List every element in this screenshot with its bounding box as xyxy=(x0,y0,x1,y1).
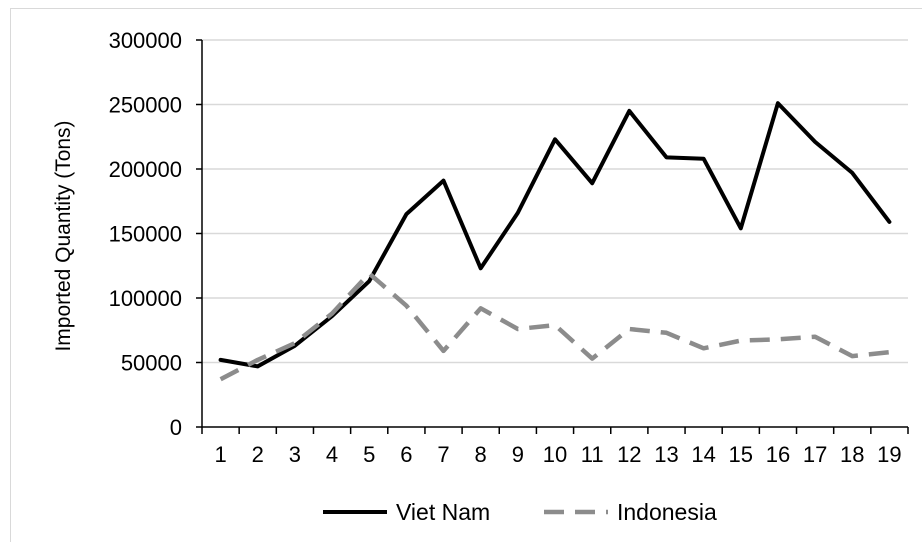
y-tick-label: 50000 xyxy=(121,351,182,376)
x-tick-label: 14 xyxy=(691,442,715,467)
legend-label-indonesia: Indonesia xyxy=(617,499,717,525)
x-tick-label: 18 xyxy=(840,442,864,467)
x-tick-label: 15 xyxy=(729,442,753,467)
y-axis-title: Imported Quantity (Tons) xyxy=(52,120,75,351)
y-tick-label: 300000 xyxy=(109,28,182,53)
y-tick-label: 250000 xyxy=(109,93,182,118)
x-tick-label: 4 xyxy=(326,442,338,467)
series-line-indonesia xyxy=(219,271,890,382)
x-tick-label: 5 xyxy=(363,442,375,467)
x-tick-label: 1 xyxy=(214,442,226,467)
x-tick-label: 2 xyxy=(252,442,264,467)
x-tick-label: 7 xyxy=(437,442,449,467)
series-line-viet-nam xyxy=(218,101,892,369)
chart-frame xyxy=(10,8,922,542)
gridlines xyxy=(202,39,908,364)
x-tick-label: 3 xyxy=(289,442,301,467)
x-tick-label: 8 xyxy=(475,442,487,467)
x-tick-labels: 1 2 3 4 5 6 7 8 9 10 11 12 13 14 15 16 17 18 19 xyxy=(214,442,901,467)
y-tick-label: 150000 xyxy=(109,222,182,247)
y-tick-labels: 0 50000 100000 150000 200000 250000 300000 xyxy=(109,28,182,440)
series-lines xyxy=(218,101,892,382)
x-tick-label: 9 xyxy=(512,442,524,467)
x-tick-label: 19 xyxy=(877,442,901,467)
y-tick-label: 0 xyxy=(170,415,182,440)
axes xyxy=(196,39,909,434)
legend-label-viet-nam: Viet Nam xyxy=(396,499,490,525)
y-tick-label: 200000 xyxy=(109,157,182,182)
x-tick-label: 10 xyxy=(543,442,567,467)
x-tick-label: 16 xyxy=(766,442,790,467)
x-tick-label: 17 xyxy=(803,442,827,467)
x-tick-label: 6 xyxy=(400,442,412,467)
legend: Viet Nam Indonesia xyxy=(323,499,717,525)
x-tick-label: 11 xyxy=(581,442,604,467)
y-tick-label: 100000 xyxy=(109,286,182,311)
x-tick-label: 12 xyxy=(617,442,641,467)
x-tick-label: 13 xyxy=(654,442,678,467)
